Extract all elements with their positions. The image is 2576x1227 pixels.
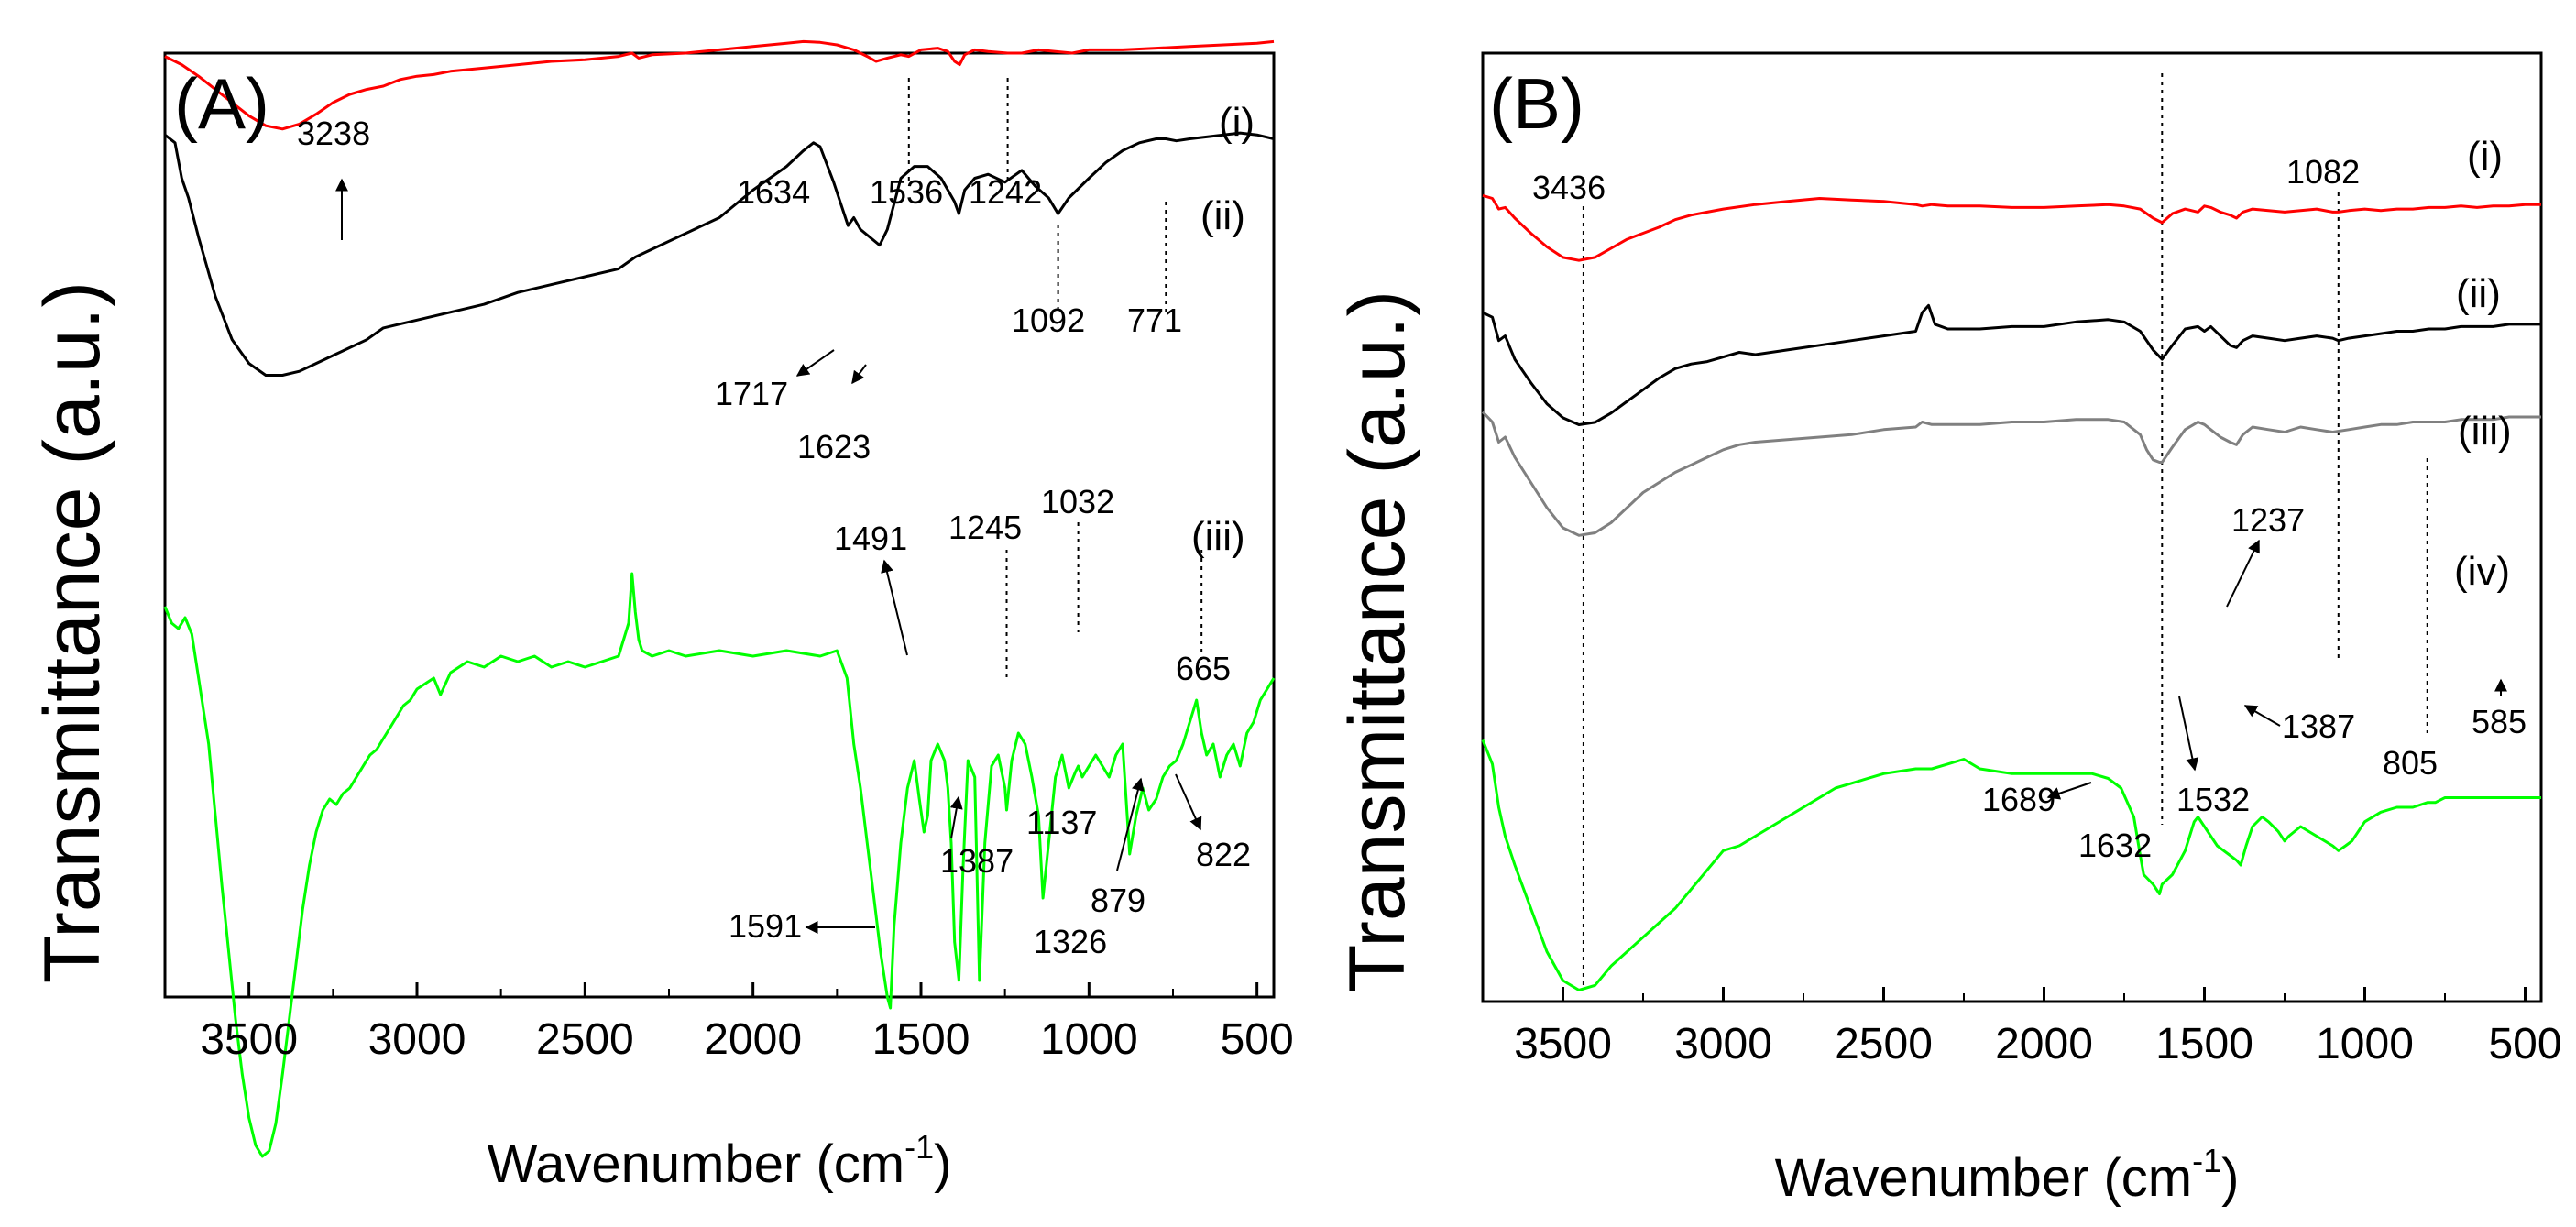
arrow-1623 (851, 364, 867, 385)
arrow-822 (1175, 773, 1202, 831)
panel-b-series-label-iv: (iv) (2454, 549, 2510, 594)
series-line-iv (1481, 739, 2541, 991)
panel-b-series (1481, 193, 2541, 991)
panel-a-frame (163, 51, 1276, 999)
annotation-1689: 1689 (1982, 781, 2055, 818)
x-tick-label-3000: 3000 (368, 1015, 466, 1064)
series-line-i (1482, 193, 2541, 262)
annotation-1326: 1326 (1034, 923, 1107, 960)
series-line-ii (164, 131, 1275, 377)
annotation-1032: 1032 (1041, 483, 1114, 520)
annotation-585: 585 (2472, 703, 2527, 740)
panel-b-series-label-iii: (iii) (2458, 409, 2512, 454)
annotation-1082: 1082 (2286, 153, 2360, 191)
annotation-1387: 1387 (940, 842, 1014, 880)
arrow-1387-b (2243, 705, 2281, 727)
annotation-1092: 1092 (1012, 301, 1085, 339)
panel-b-frame (1481, 51, 2543, 1003)
panel-b: 3500 3000 2500 2000 1500 1000 500 (B) (i) (ii)… (1333, 51, 2562, 1208)
panel-b-x-ticks: 3500 3000 2500 2000 1500 1000 500 (1482, 987, 2562, 1068)
series-line-iii (163, 572, 1276, 1158)
panel-a-series-label-i: (i) (1219, 100, 1255, 145)
panel-a-series (163, 39, 1276, 1158)
x-tick-label-1500: 1500 (2155, 1020, 2253, 1068)
series-line-iii (1481, 411, 2541, 537)
annotation-1536: 1536 (870, 173, 943, 211)
x-tick-label-1000: 1000 (2316, 1020, 2414, 1068)
x-tick-label-3500: 3500 (200, 1015, 298, 1064)
arrow-1237 (2226, 539, 2260, 608)
x-tick-label-1000: 1000 (1040, 1015, 1138, 1064)
x-tick-label-500: 500 (1221, 1015, 1294, 1064)
arrow-1532 (2178, 696, 2199, 772)
panel-a-guide-lines (907, 78, 1203, 678)
arrow-1717 (795, 349, 835, 377)
panel-b-xlabel-close: ) (2221, 1148, 2239, 1208)
annotation-1137: 1137 (1026, 804, 1097, 841)
panel-a-xlabel-sup: -1 (904, 1128, 934, 1166)
arrow-1387 (949, 795, 963, 839)
x-tick-label-3000: 3000 (1674, 1020, 1772, 1068)
arrow-1491 (881, 559, 908, 656)
panel-b-label: (B) (1489, 63, 1584, 144)
panel-a-xlabel-main: Wavenumber (cm (488, 1134, 905, 1194)
x-tick-label-1500: 1500 (872, 1015, 970, 1064)
annotation-3436: 3436 (1532, 169, 1606, 206)
panel-b-series-label-i: (i) (2467, 134, 2503, 179)
annotation-822: 822 (1196, 836, 1251, 873)
x-tick-label-3500: 3500 (1514, 1020, 1612, 1068)
x-tick-label-2500: 2500 (536, 1015, 634, 1064)
series-line-i (164, 39, 1275, 131)
panel-b-ylabel: Transmittance (a.u.) (1333, 290, 1421, 992)
annotation-1623: 1623 (797, 428, 871, 466)
annotation-879: 879 (1091, 882, 1145, 919)
panel-b-xlabel-main: Wavenumber (cm (1775, 1148, 2193, 1208)
series-line-ii (1482, 303, 2541, 426)
arrow-879 (1116, 777, 1145, 871)
panel-b-series-label-ii: (ii) (2456, 271, 2501, 316)
x-tick-label-2000: 2000 (704, 1015, 802, 1064)
panel-a-ylabel: Transmittance (a.u.) (28, 281, 116, 983)
panel-a-xlabel-close: ) (934, 1134, 951, 1194)
panel-b-annotations: 3436 1082 1237 1689 1632 1532 1387 805 5… (1532, 153, 2527, 864)
annotation-1634: 1634 (737, 173, 810, 211)
panel-a-x-ticks: 3500 3000 2500 2000 1500 1000 500 (164, 982, 1294, 1064)
annotation-1591: 1591 (729, 907, 802, 945)
annotation-1632: 1632 (2078, 827, 2152, 864)
annotation-1245: 1245 (948, 509, 1022, 546)
x-tick-label-2500: 2500 (1835, 1020, 1933, 1068)
panel-a-label: (A) (174, 63, 269, 144)
panel-b-xlabel-sup: -1 (2192, 1142, 2221, 1179)
panel-a-annotations: 3238 1634 1536 1242 1717 1623 1092 771 1… (297, 115, 1251, 960)
panel-a-series-label-ii: (ii) (1200, 193, 1245, 238)
annotation-1242: 1242 (969, 173, 1042, 211)
annotation-1717: 1717 (715, 375, 788, 412)
panel-a-xlabel: Wavenumber (cm-1) (488, 1128, 952, 1194)
x-tick-label-2000: 2000 (1995, 1020, 2093, 1068)
panel-a: 3500 3000 2500 2000 1500 1000 500 (A) (i) (ii)… (28, 39, 1294, 1194)
annotation-1387: 1387 (2282, 707, 2355, 745)
annotation-1491: 1491 (834, 520, 907, 557)
annotation-1532: 1532 (2176, 781, 2250, 818)
panel-a-series-label-iii: (iii) (1191, 514, 1245, 559)
arrow-1689 (2046, 782, 2092, 800)
x-tick-label-500: 500 (2488, 1020, 2561, 1068)
annotation-805: 805 (2383, 744, 2438, 782)
annotation-665: 665 (1176, 650, 1231, 687)
annotation-1237: 1237 (2231, 501, 2305, 539)
panel-b-guide-lines (1582, 73, 2428, 990)
panel-b-xlabel: Wavenumber (cm-1) (1775, 1142, 2240, 1208)
annotation-771: 771 (1127, 301, 1182, 339)
annotation-3238: 3238 (297, 115, 370, 152)
